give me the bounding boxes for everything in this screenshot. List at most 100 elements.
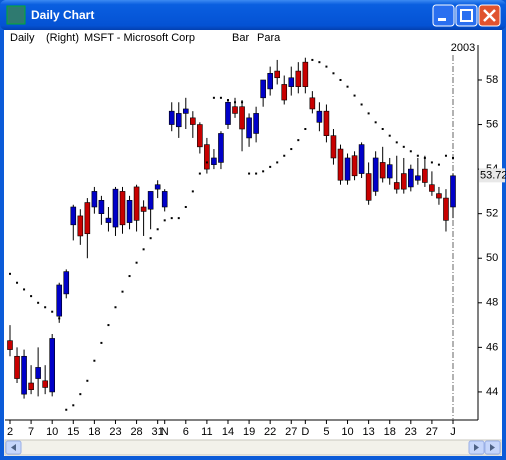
x-tick-label: 11 [201, 426, 212, 438]
sar-dot [452, 156, 454, 159]
sar-dot [93, 359, 96, 362]
candle-body [161, 191, 168, 208]
y-tick-label: 46 [486, 341, 498, 353]
x-tick-label: 28 [130, 426, 142, 438]
sar-dot [198, 172, 201, 175]
candle-body [330, 135, 337, 159]
candle-body [140, 206, 147, 212]
sar-dot [107, 324, 110, 327]
sar-dot [226, 99, 229, 102]
candle-body [281, 84, 288, 101]
period-label: Daily [10, 32, 35, 44]
x-tick-label: N [161, 426, 169, 438]
sar-dot [304, 128, 307, 131]
sar-dot [205, 161, 208, 164]
candle-body [232, 106, 238, 114]
y-tick-label: 56 [486, 118, 498, 130]
candle-body [323, 110, 330, 136]
candle-body [56, 284, 63, 317]
candle-body [190, 117, 196, 125]
x-tick-label: 18 [384, 426, 396, 438]
sar-dot [311, 58, 314, 61]
last-value-label: 53.72 [480, 169, 506, 181]
candle-body [358, 144, 365, 174]
sar-dot [402, 145, 405, 148]
sar-dot [388, 134, 391, 137]
candle-body [429, 184, 435, 192]
sar-dot [381, 128, 384, 131]
sar-dot [367, 112, 370, 115]
sar-dot [149, 237, 152, 240]
sar-dot [241, 101, 244, 104]
candle-body [204, 144, 210, 170]
sar-dot [163, 219, 166, 222]
sar-dot [44, 306, 47, 309]
x-tick-label: 13 [362, 426, 374, 438]
candle-body [450, 175, 456, 208]
candle-body [175, 113, 182, 128]
y-tick-label: 50 [486, 252, 498, 264]
candle-body [246, 117, 252, 139]
sar-dot [339, 78, 342, 81]
candle-body [70, 206, 77, 226]
candle-body [436, 193, 442, 199]
sar-dot [177, 217, 180, 220]
candle-body [112, 188, 119, 228]
x-tick-label: 31 [152, 426, 164, 438]
sar-dot [156, 228, 159, 231]
sar-dot [318, 61, 321, 64]
x-tick-label: 15 [67, 426, 79, 438]
minimize-button[interactable] [432, 4, 455, 27]
candle-body [267, 72, 273, 90]
x-tick-label: 27 [285, 426, 297, 438]
axis-side-label: (Right) [46, 32, 79, 44]
x-tick-label: 7 [28, 426, 34, 438]
x-tick-label: 6 [183, 426, 189, 438]
sar-dot [360, 103, 363, 106]
sar-dot [114, 306, 117, 309]
candle-body [393, 182, 400, 190]
y-tick-label: 44 [486, 386, 498, 398]
year-label: 2003 [451, 42, 475, 54]
candle-body [253, 113, 259, 134]
candle-body [365, 173, 372, 201]
candle-body [21, 355, 27, 395]
candle-body [168, 110, 175, 125]
x-tick-label: 2 [7, 426, 13, 438]
candle-body [386, 164, 393, 179]
candle-body [422, 168, 428, 183]
y-tick-label: 58 [486, 74, 498, 86]
indicator-label: Para [257, 32, 281, 44]
candle-body [239, 106, 245, 130]
close-button[interactable] [478, 4, 501, 27]
candle-body [7, 340, 13, 350]
sar-dot [135, 261, 138, 264]
candle-body [42, 380, 48, 388]
candle-body [351, 155, 358, 177]
candle-body [309, 97, 316, 110]
x-tick-label: J [450, 426, 456, 438]
candle-body [119, 191, 126, 226]
maximize-button[interactable] [455, 4, 478, 27]
sar-dot [255, 172, 258, 175]
sar-dot [65, 408, 68, 411]
candle-body [197, 124, 203, 148]
sar-dot [290, 148, 293, 151]
sar-dot [325, 65, 328, 68]
horizontal-scrollbar[interactable] [4, 439, 502, 456]
sar-dot [184, 205, 187, 208]
y-tick-label: 52 [486, 208, 498, 220]
sar-dot [374, 121, 377, 124]
candle-body [302, 61, 309, 87]
x-tick-label: 10 [46, 426, 58, 438]
candle-body [133, 186, 140, 221]
last-value-box [479, 168, 505, 183]
y-tick-label: 48 [486, 297, 498, 309]
candle-body [147, 191, 154, 210]
sar-dot [430, 161, 433, 164]
candle-body [288, 77, 295, 87]
candle-body [415, 175, 421, 181]
sar-dot [444, 154, 447, 157]
sar-dot [416, 154, 419, 157]
candle-body [295, 70, 302, 87]
